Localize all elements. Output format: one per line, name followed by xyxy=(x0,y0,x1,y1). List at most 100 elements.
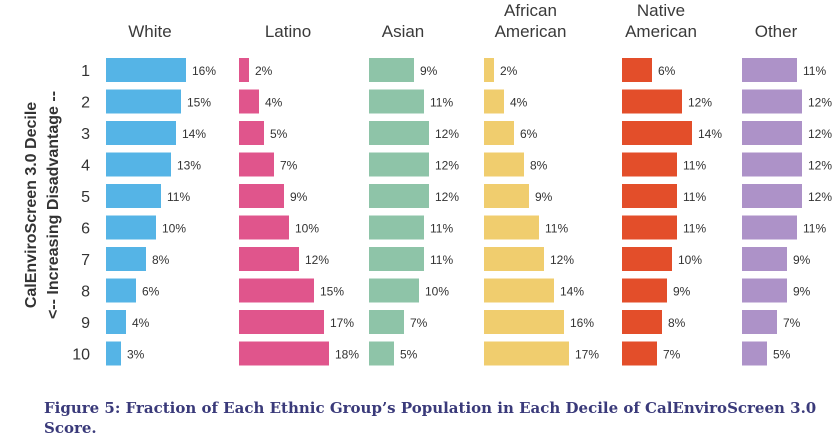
bar-5-decile-6 xyxy=(742,215,797,240)
value-label-3-decile-6: 11% xyxy=(545,222,568,236)
value-label-5-decile-7: 9% xyxy=(793,253,811,267)
decile-label-10: 10 xyxy=(72,347,90,364)
bar-0-decile-6 xyxy=(106,215,156,240)
bar-4-decile-9 xyxy=(622,310,662,334)
series-title-4-line-0: Native xyxy=(637,1,685,20)
bar-1-decile-1 xyxy=(239,58,249,82)
value-label-3-decile-3: 6% xyxy=(520,127,538,141)
bar-2-decile-2 xyxy=(369,89,424,114)
y-axis-label-line1: CalEnviroScreen 3.0 Decile xyxy=(23,102,40,308)
decile-label-9: 9 xyxy=(81,315,90,332)
value-label-1-decile-1: 2% xyxy=(255,64,273,78)
bar-2-decile-1 xyxy=(369,58,414,82)
value-label-5-decile-1: 11% xyxy=(803,64,826,78)
value-label-5-decile-8: 9% xyxy=(793,285,811,299)
series-title-1-line-0: Latino xyxy=(265,22,311,41)
value-label-4-decile-9: 8% xyxy=(668,316,686,330)
value-label-4-decile-2: 12% xyxy=(688,96,712,110)
bar-4-decile-2 xyxy=(622,89,682,114)
value-label-5-decile-2: 12% xyxy=(808,96,832,110)
value-label-5-decile-5: 12% xyxy=(808,190,832,204)
value-label-1-decile-2: 4% xyxy=(265,96,283,110)
bar-4-decile-4 xyxy=(622,152,677,177)
decile-label-7: 7 xyxy=(81,252,90,269)
bar-2-decile-9 xyxy=(369,310,404,334)
value-label-0-decile-3: 14% xyxy=(182,127,206,141)
value-label-2-decile-5: 12% xyxy=(435,190,459,204)
bar-5-decile-3 xyxy=(742,121,802,145)
value-label-1-decile-6: 10% xyxy=(295,222,319,236)
bar-3-decile-4 xyxy=(484,152,524,177)
bar-3-decile-2 xyxy=(484,89,504,114)
value-label-3-decile-2: 4% xyxy=(510,96,528,110)
bar-0-decile-8 xyxy=(106,278,136,303)
value-label-3-decile-4: 8% xyxy=(530,159,548,173)
decile-label-2: 2 xyxy=(81,95,90,112)
series-title-3-line-0: African xyxy=(504,1,557,20)
series-title-3-line-1: American xyxy=(495,22,567,41)
bar-4-decile-3 xyxy=(622,121,692,145)
value-label-0-decile-4: 13% xyxy=(177,159,201,173)
value-label-0-decile-7: 8% xyxy=(152,253,170,267)
bar-2-decile-5 xyxy=(369,184,429,208)
value-label-4-decile-8: 9% xyxy=(673,285,691,299)
bar-2-decile-3 xyxy=(369,121,429,145)
bar-1-decile-8 xyxy=(239,278,314,303)
bar-2-decile-6 xyxy=(369,215,424,240)
value-label-5-decile-10: 5% xyxy=(773,348,791,362)
value-label-0-decile-2: 15% xyxy=(187,96,211,110)
value-label-2-decile-6: 11% xyxy=(430,222,453,236)
value-label-4-decile-7: 10% xyxy=(678,253,702,267)
value-label-2-decile-1: 9% xyxy=(420,64,438,78)
value-label-1-decile-5: 9% xyxy=(290,190,308,204)
series-title-2-line-0: Asian xyxy=(382,22,425,41)
chart-svg: CalEnviroScreen 3.0 Decile <-- Increasing… xyxy=(23,1,832,366)
bar-4-decile-6 xyxy=(622,215,677,240)
value-label-0-decile-5: 11% xyxy=(167,190,190,204)
bar-4-decile-5 xyxy=(622,184,677,208)
value-label-2-decile-9: 7% xyxy=(410,316,428,330)
bar-0-decile-5 xyxy=(106,184,161,208)
decile-label-3: 3 xyxy=(81,126,90,143)
value-label-3-decile-10: 17% xyxy=(575,348,599,362)
value-label-5-decile-6: 11% xyxy=(803,222,826,236)
bar-1-decile-10 xyxy=(239,341,329,366)
bar-3-decile-9 xyxy=(484,310,564,334)
value-label-2-decile-3: 12% xyxy=(435,127,459,141)
bar-1-decile-5 xyxy=(239,184,284,208)
value-label-2-decile-4: 12% xyxy=(435,159,459,173)
bar-1-decile-6 xyxy=(239,215,289,240)
value-label-4-decile-3: 14% xyxy=(698,127,722,141)
value-label-1-decile-7: 12% xyxy=(305,253,329,267)
bar-3-decile-5 xyxy=(484,184,529,208)
bar-1-decile-7 xyxy=(239,247,299,271)
bar-5-decile-5 xyxy=(742,184,802,208)
decile-label-8: 8 xyxy=(81,284,90,301)
value-label-4-decile-10: 7% xyxy=(663,348,681,362)
value-label-1-decile-9: 17% xyxy=(330,316,354,330)
value-label-1-decile-3: 5% xyxy=(270,127,288,141)
bar-0-decile-7 xyxy=(106,247,146,271)
bar-0-decile-10 xyxy=(106,341,121,366)
bar-4-decile-10 xyxy=(622,341,657,366)
bar-2-decile-4 xyxy=(369,152,429,177)
bar-1-decile-2 xyxy=(239,89,259,114)
bar-3-decile-1 xyxy=(484,58,494,82)
value-label-3-decile-1: 2% xyxy=(500,64,518,78)
bar-1-decile-4 xyxy=(239,152,274,177)
bar-5-decile-2 xyxy=(742,89,802,114)
value-label-3-decile-5: 9% xyxy=(535,190,553,204)
value-label-3-decile-8: 14% xyxy=(560,285,584,299)
bar-4-decile-8 xyxy=(622,278,667,303)
value-label-0-decile-10: 3% xyxy=(127,348,145,362)
value-label-5-decile-9: 7% xyxy=(783,316,801,330)
bar-3-decile-6 xyxy=(484,215,539,240)
bar-2-decile-7 xyxy=(369,247,424,271)
bar-5-decile-8 xyxy=(742,278,787,303)
value-label-2-decile-10: 5% xyxy=(400,348,418,362)
bar-4-decile-1 xyxy=(622,58,652,82)
series-title-4-line-1: American xyxy=(625,22,697,41)
bar-5-decile-4 xyxy=(742,152,802,177)
value-label-0-decile-6: 10% xyxy=(162,222,186,236)
y-axis-label-line2: <-- Increasing Disadvantage -- xyxy=(45,91,62,319)
